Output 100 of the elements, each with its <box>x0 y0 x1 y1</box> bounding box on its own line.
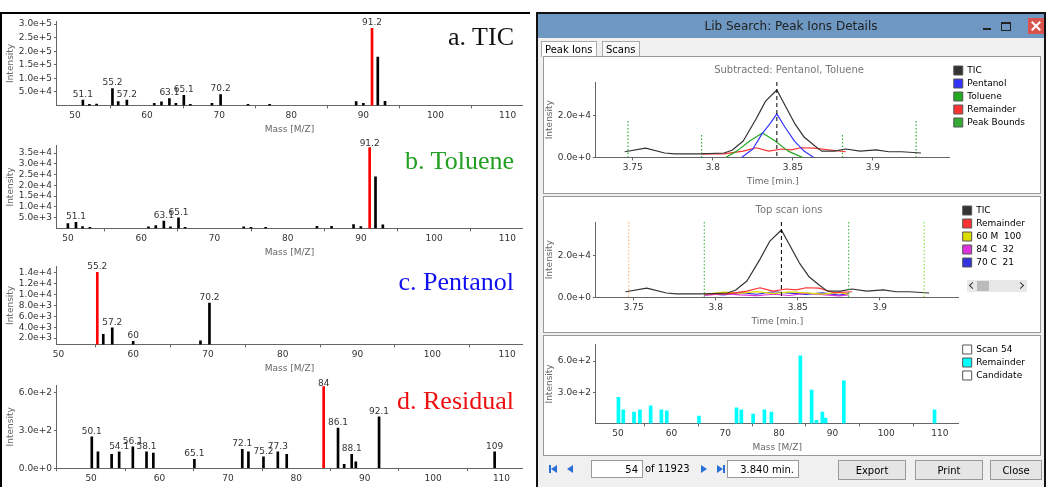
legend-label: Remainder <box>967 103 1017 114</box>
y-axis-title: Intensity <box>4 43 15 83</box>
x-tick-label: 3.9 <box>865 162 881 173</box>
text: Scans <box>602 41 640 57</box>
x-tick-label: 60 <box>141 110 154 121</box>
y-tick-label: 2.0e+3 <box>18 332 52 343</box>
y-tick-label: 0.0e+0 <box>18 462 53 473</box>
x-tick-label: 90 <box>357 110 370 121</box>
bar <box>168 98 171 106</box>
bar <box>285 454 289 469</box>
legend-label: Pentanol <box>967 77 1007 88</box>
annotation: 91.2 <box>362 17 383 28</box>
y-tick-label: 2.5e+4 <box>18 168 53 179</box>
y-tick-label: 1.0e+4 <box>18 201 53 212</box>
y-tick-label: 3.0e+4 <box>18 158 53 169</box>
legend-label: Peak Bounds <box>967 116 1026 127</box>
x-tick-label: 110 <box>498 233 517 244</box>
y-axis-title: Intensity <box>4 406 15 447</box>
chart-title: d. Residual <box>397 386 514 416</box>
bar <box>322 386 325 469</box>
legend-label: Toluene <box>966 90 1003 101</box>
x-tick-label: 90 <box>358 472 371 483</box>
y-tick-label: 3.5e+4 <box>18 147 53 158</box>
bar <box>145 451 148 469</box>
y-tick-label: 6.0e+3 <box>18 310 52 321</box>
y-tick-label: 1.0e+5 <box>18 72 52 83</box>
legend-label: Scan 54 <box>976 343 1013 354</box>
x-tick-label: 110 <box>498 349 516 360</box>
bar <box>697 415 701 424</box>
x-tick-label: 70 <box>213 110 226 121</box>
bar <box>376 56 380 106</box>
bar <box>664 410 669 424</box>
annotation: 60 <box>127 330 140 341</box>
text: Peak Ions <box>541 41 597 57</box>
x-axis-title: Mass [M/Z] <box>752 441 803 452</box>
x-tick-label: 3.9 <box>872 302 888 313</box>
legend-label: Remainder <box>976 356 1026 367</box>
y-tick-label: 6.0e+2 <box>557 355 591 366</box>
bar <box>368 147 371 229</box>
bar <box>177 217 180 229</box>
x-tick-label: 3.8 <box>708 302 724 313</box>
y-tick-label: 2.0e+4 <box>557 249 592 260</box>
text: Export <box>838 460 906 480</box>
annotation: 91.2 <box>359 137 380 148</box>
annotation: 57.2 <box>102 316 123 327</box>
bar <box>342 464 346 469</box>
y-tick-label: 4.0e+3 <box>18 321 52 332</box>
x-axis-title: Time [min.] <box>745 175 799 186</box>
x-tick-label: 3.85 <box>787 302 808 313</box>
annotation: 88.1 <box>341 443 362 454</box>
chart-title: b. Toluene <box>405 146 514 176</box>
x-tick-label: 80 <box>290 472 303 483</box>
x-tick-label: 100 <box>877 428 896 439</box>
y-tick-label: 1.5e+5 <box>18 59 52 70</box>
bar <box>154 225 158 229</box>
x-tick-label: 90 <box>826 428 839 439</box>
x-tick-label: 3.85 <box>782 162 803 173</box>
annotation: 70.2 <box>199 291 220 302</box>
annotation: 84 <box>317 377 330 388</box>
bar <box>90 436 94 469</box>
x-tick-label: 70 <box>719 428 732 439</box>
chart-title: Subtracted: Pentanol, Toluene <box>714 63 864 75</box>
x-tick-label: 110 <box>931 428 949 439</box>
legend-label: 70 C 21 <box>976 256 1014 267</box>
x-axis-title: Mass [M/Z] <box>264 246 315 257</box>
chart-title: c. Pentanol <box>398 267 514 297</box>
x-tick-label: 100 <box>426 110 445 121</box>
x-axis-title: Time [min.] <box>750 315 804 326</box>
bar <box>842 380 846 424</box>
legend-label: TIC <box>966 64 982 75</box>
legend-label: TIC <box>975 204 991 215</box>
y-axis-title: Intensity <box>543 363 554 404</box>
bar <box>247 451 250 469</box>
x-tick-label: 3.75 <box>623 302 644 313</box>
bar <box>182 95 186 106</box>
bar <box>116 101 120 106</box>
x-tick-label: 50 <box>85 472 98 483</box>
x-tick-label: 50 <box>52 349 65 360</box>
x-tick-label: 60 <box>153 472 166 483</box>
annotation: 72.1 <box>232 438 253 449</box>
bar <box>219 94 222 106</box>
legend-label: 60 M 100 <box>976 230 1022 241</box>
x-tick-label: 60 <box>127 349 140 360</box>
bar <box>374 176 377 229</box>
y-tick-label: 2.0e+5 <box>18 45 52 56</box>
bar <box>240 449 244 469</box>
bar <box>632 411 636 424</box>
x-tick-label: 50 <box>62 233 74 244</box>
bar <box>751 413 755 424</box>
x-tick-label: 70 <box>222 472 234 483</box>
y-tick-label: 3.0e+5 <box>18 18 52 29</box>
y-tick-label: 0.0e+0 <box>557 291 592 302</box>
annotation: 51.1 <box>65 211 86 222</box>
y-axis-title: Intensity <box>543 239 554 280</box>
annotation: 70.2 <box>210 83 231 94</box>
chart-title: a. TIC <box>448 22 514 52</box>
bar <box>262 456 265 469</box>
x-tick-label: 50 <box>69 110 81 121</box>
x-tick-label: 100 <box>423 349 442 360</box>
y-tick-label: 1.5e+4 <box>18 190 53 201</box>
